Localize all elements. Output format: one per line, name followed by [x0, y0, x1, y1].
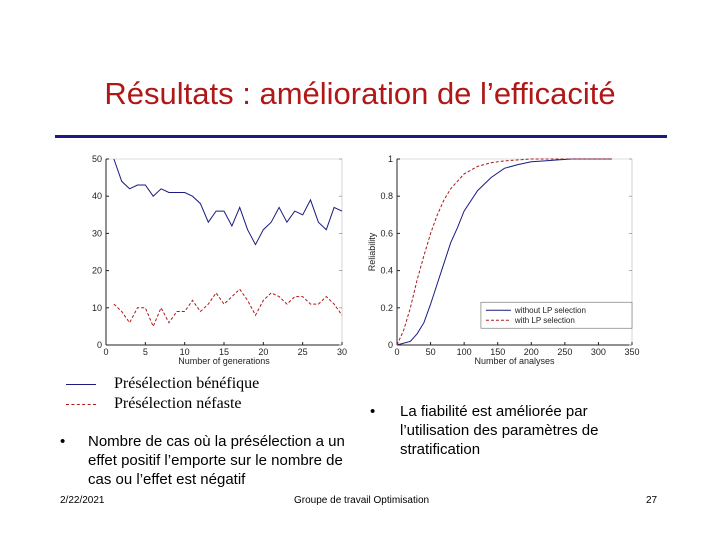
- footer-page-number: 27: [646, 495, 658, 506]
- x-axis-label: Number of analyses: [474, 356, 555, 366]
- y-tick-label: 50: [92, 154, 102, 164]
- footer-center: Groupe de travail Optimisation: [294, 495, 430, 506]
- x-tick-label: 100: [457, 347, 472, 357]
- y-tick-label: 0.4: [380, 266, 393, 276]
- y-tick-label: 0: [388, 340, 393, 350]
- legend-label-beneficial: Présélection bénéfique: [114, 375, 260, 392]
- chart-legend-label: without LP selection: [514, 306, 586, 315]
- x-tick-label: 200: [524, 347, 539, 357]
- footer-date: 2/22/2021: [60, 495, 105, 506]
- legend-item-beneficial: Présélection bénéfique: [66, 374, 259, 394]
- x-tick-label: 5: [143, 347, 148, 357]
- reliability-chart: 0 50 100 150 200 250 300 350 0 0.2 0.4 0.6 0.8 1 Numbe…: [367, 154, 640, 366]
- series-line-1: [113, 288, 343, 328]
- y-tick-label: 1: [388, 154, 393, 164]
- bullet-icon: •: [370, 403, 376, 420]
- x-tick-label: 0: [394, 347, 399, 357]
- legend-item-harmful: Présélection néfaste: [66, 394, 259, 414]
- y-tick-label: 20: [92, 266, 102, 276]
- series-line-1: [396, 158, 612, 346]
- y-tick-label: 0.6: [380, 228, 393, 238]
- x-axis-label: Number of generations: [178, 356, 270, 366]
- legend-line-solid: [66, 383, 96, 385]
- legend-label-harmful: Présélection néfaste: [114, 395, 242, 412]
- chart-legend: Présélection bénéfique Présélection néfa…: [66, 374, 259, 414]
- x-tick-label: 250: [557, 347, 572, 357]
- x-tick-label: 30: [337, 347, 347, 357]
- x-tick-label: 150: [490, 347, 505, 357]
- title-divider: [55, 135, 667, 138]
- y-tick-label: 0.2: [380, 303, 393, 313]
- y-tick-label: 30: [92, 228, 102, 238]
- x-tick-label: 0: [103, 347, 108, 357]
- generations-chart: 0 5 10 15 20 25 30 0 10 20 30 40 50 Number of generat…: [92, 154, 347, 366]
- chart-legend-box: [480, 301, 633, 329]
- slide-title: Résultats : amélioration de l’efficacité: [104, 76, 616, 111]
- x-tick-label: 350: [624, 347, 639, 357]
- bullet-icon: •: [60, 433, 66, 450]
- x-tick-label: 25: [298, 347, 308, 357]
- legend-line-dashed: [66, 403, 96, 405]
- y-tick-label: 10: [92, 303, 102, 313]
- y-tick-label: 0: [97, 340, 102, 350]
- x-tick-label: 10: [180, 347, 190, 357]
- y-tick-label: 0.8: [380, 191, 393, 201]
- y-tick-label: 40: [92, 191, 102, 201]
- x-tick-label: 15: [219, 347, 229, 357]
- x-tick-label: 20: [258, 347, 268, 357]
- x-tick-label: 50: [426, 347, 436, 357]
- y-axis-label: Reliability: [367, 232, 377, 271]
- bullet-text-right: La fiabilité est améliorée par l’utilisa…: [400, 403, 599, 458]
- bullet-text-left: Nombre de cas où la présélection a un ef…: [88, 433, 345, 488]
- series-line-0: [113, 158, 343, 246]
- chart-legend-label: with LP selection: [514, 316, 575, 325]
- x-tick-label: 300: [591, 347, 606, 357]
